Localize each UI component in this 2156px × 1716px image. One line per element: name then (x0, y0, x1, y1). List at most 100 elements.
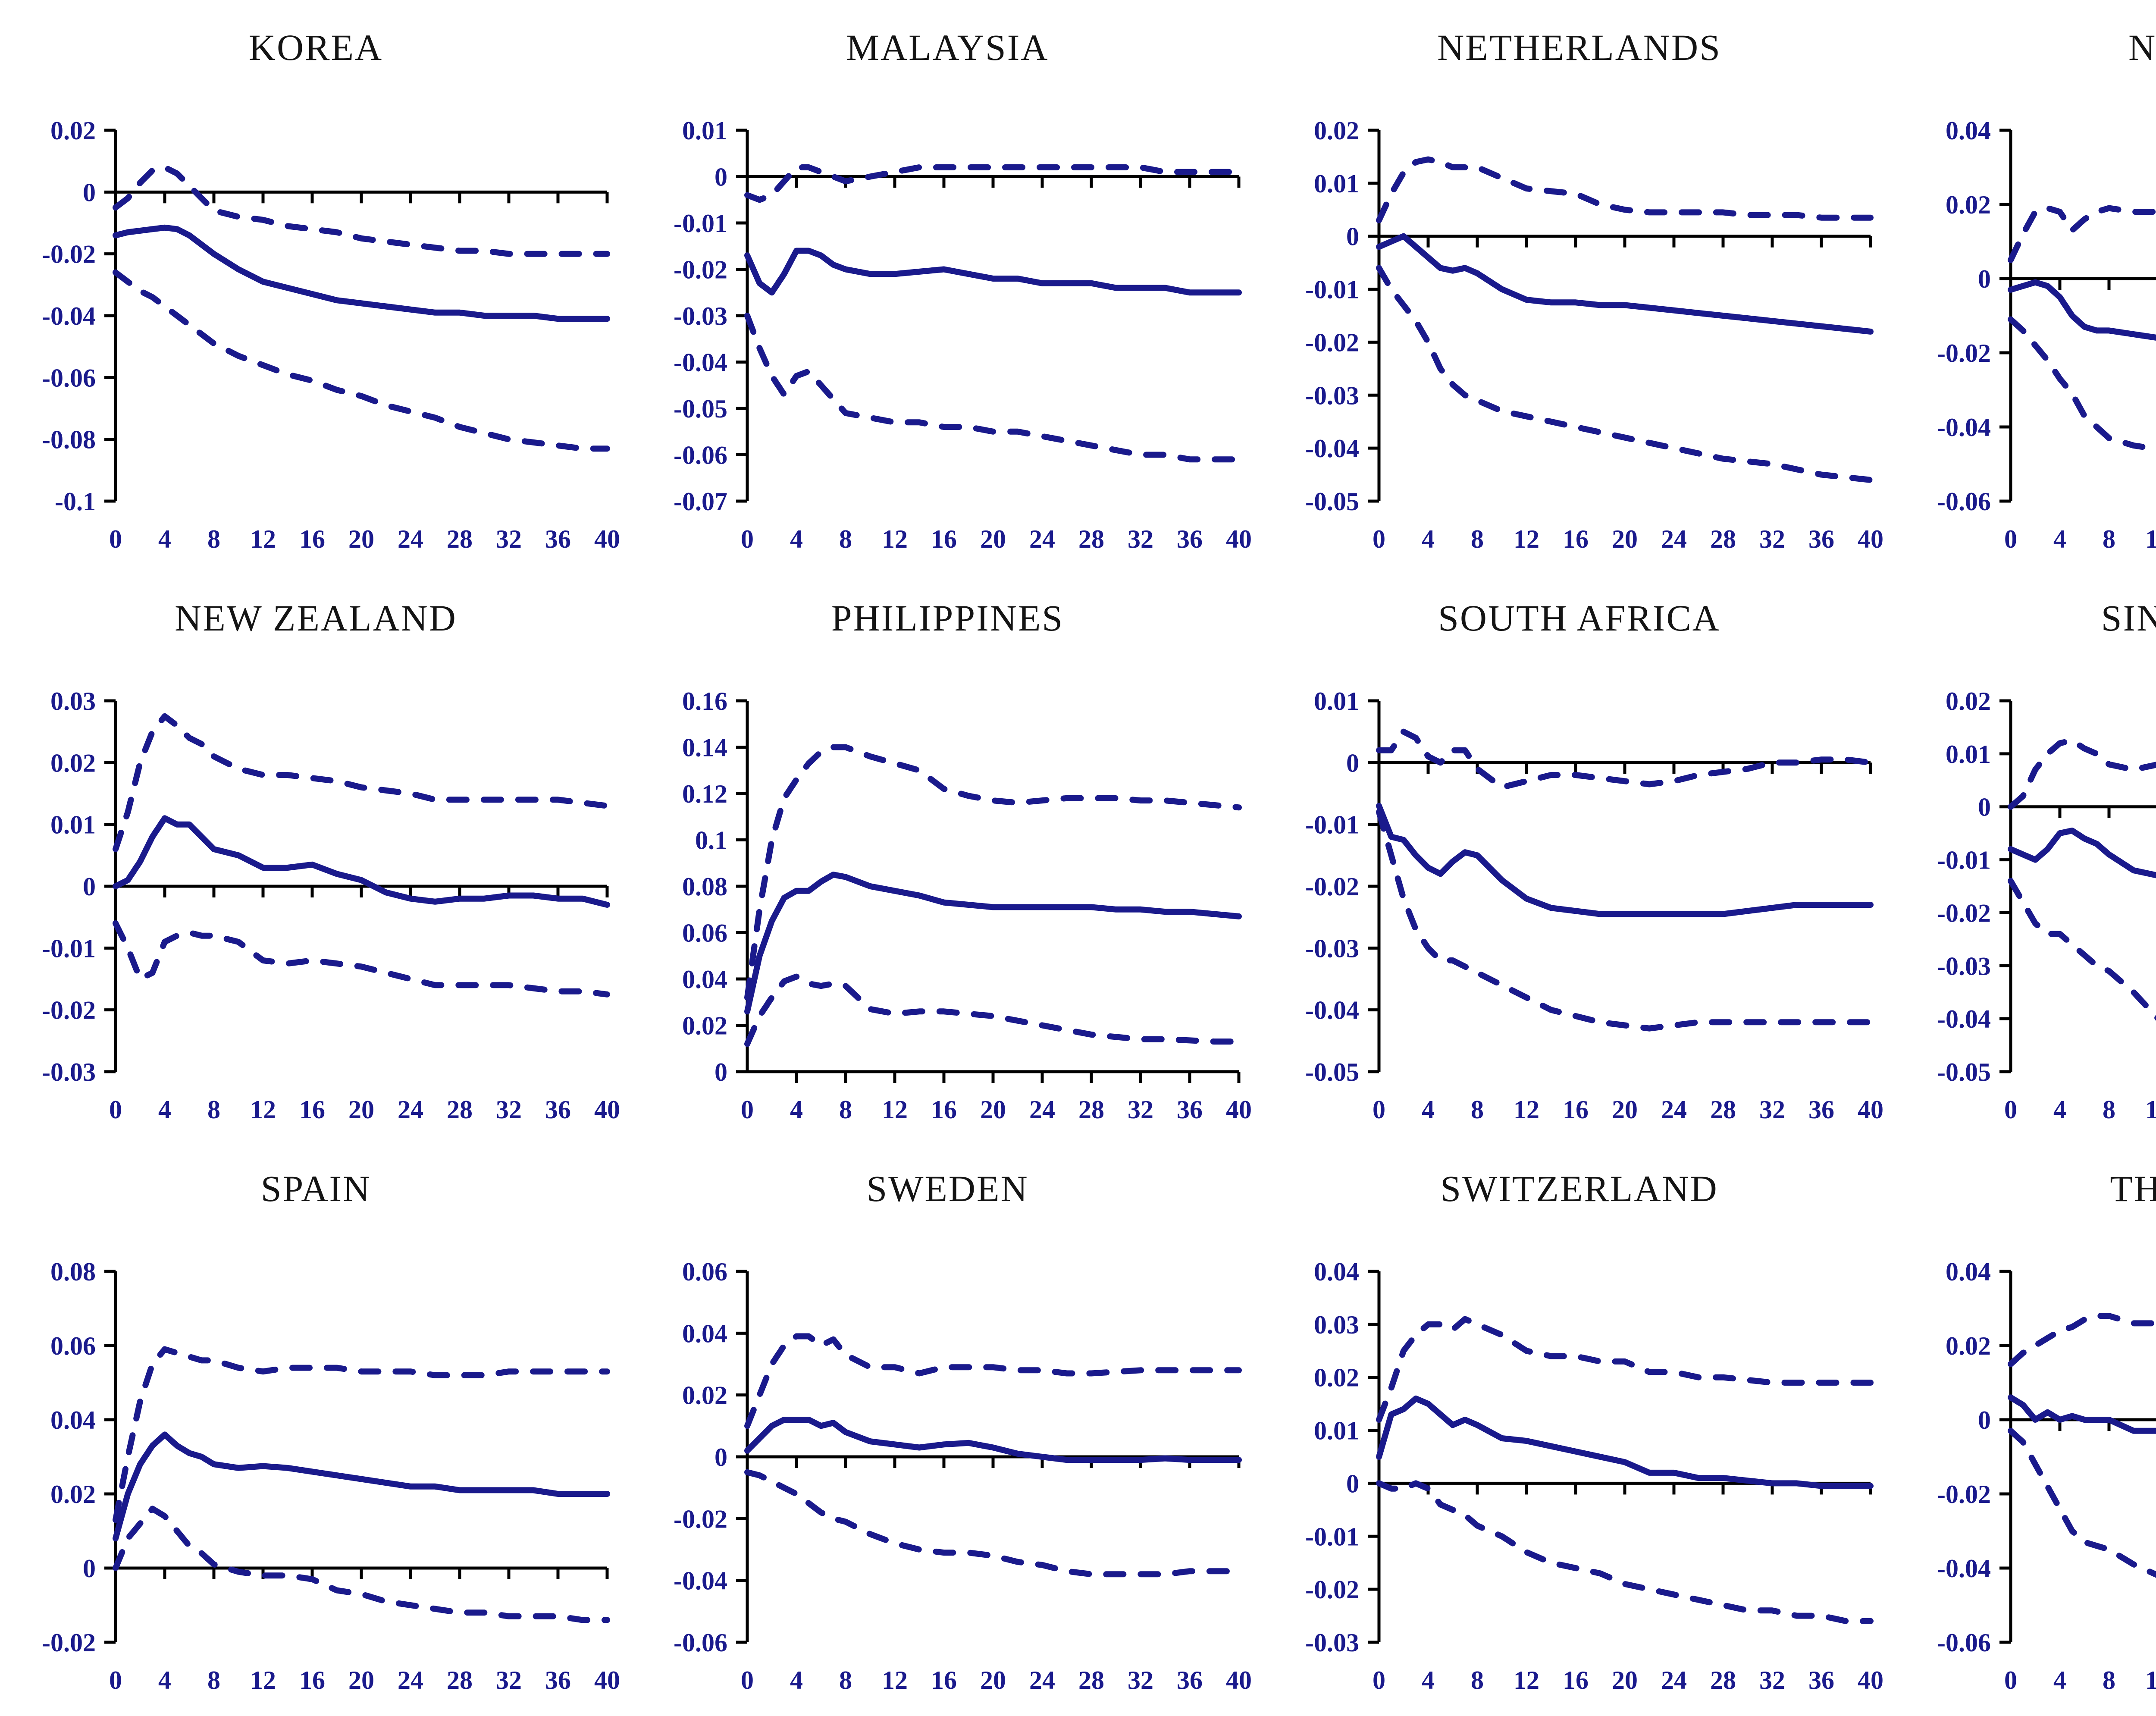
y-tick-label: 0.08 (50, 1258, 96, 1286)
impulse-response-line (747, 875, 1239, 1011)
chart-title: NEW ZEALAND (17, 596, 614, 640)
x-tick-label: 8 (1471, 1666, 1484, 1694)
lower-confidence-band-line (747, 316, 1239, 459)
chart-title: NORWAY (1912, 26, 2156, 69)
x-tick-label: 36 (1808, 1666, 1834, 1694)
y-tick-label: 0.02 (1946, 191, 1991, 219)
x-tick-label: 8 (2103, 1095, 2115, 1124)
y-tick-label: -0.02 (674, 1505, 727, 1533)
x-tick-label: 12 (1514, 1666, 1539, 1694)
y-tick-label: 0 (1978, 1406, 1991, 1434)
y-tick-label: -0.06 (1937, 487, 1991, 516)
y-tick-label: 0.01 (1314, 169, 1359, 198)
x-tick-label: 4 (790, 1666, 803, 1694)
x-tick-label: 0 (741, 1095, 754, 1124)
lower-confidence-band-line (1379, 1483, 1871, 1621)
y-tick-label: 0.04 (1946, 116, 1991, 145)
y-tick-label: 0 (1978, 793, 1991, 822)
x-tick-label: 16 (931, 1666, 957, 1694)
y-tick-label: 0.02 (1946, 1332, 1991, 1360)
x-tick-label: 0 (741, 525, 754, 553)
y-tick-label: -0.04 (1305, 996, 1359, 1025)
y-tick-label: 0.14 (682, 734, 727, 762)
y-tick-label: 0 (714, 1058, 727, 1086)
y-tick-label: -0.04 (674, 348, 727, 377)
x-tick-label: 12 (1514, 1095, 1539, 1124)
x-tick-label: 32 (1759, 1095, 1785, 1124)
impulse-response-line (2011, 831, 2156, 897)
y-tick-label: 0 (714, 163, 727, 191)
x-tick-label: 40 (594, 525, 620, 553)
y-tick-label: -0.01 (42, 934, 96, 963)
y-tick-label: 0 (714, 1443, 727, 1471)
x-tick-label: 28 (1078, 1666, 1104, 1694)
x-tick-label: 20 (1612, 1666, 1638, 1694)
impulse-response-line (747, 1420, 1239, 1460)
x-tick-label: 8 (1471, 1095, 1484, 1124)
chart-title: SPAIN (17, 1167, 614, 1210)
x-tick-label: 12 (250, 1095, 276, 1124)
y-tick-label: 0.02 (1314, 116, 1359, 145)
x-tick-label: 0 (1373, 525, 1385, 553)
x-tick-label: 36 (545, 1095, 571, 1124)
y-tick-label: 0.02 (1946, 687, 1991, 715)
x-tick-label: 40 (1858, 1666, 1883, 1694)
x-tick-label: 32 (496, 525, 522, 553)
y-tick-label: -0.1 (55, 487, 96, 516)
y-tick-label: -0.03 (1305, 381, 1359, 410)
x-tick-label: 32 (1128, 1095, 1153, 1124)
upper-confidence-band-line (747, 1336, 1239, 1426)
x-tick-label: 4 (790, 525, 803, 553)
y-tick-label: 0 (83, 872, 96, 901)
x-tick-label: 12 (882, 525, 908, 553)
lower-confidence-band-line (2011, 881, 2156, 1051)
y-tick-label: 0.06 (50, 1332, 96, 1360)
x-tick-label: 20 (1612, 1095, 1638, 1124)
lower-confidence-band-line (747, 977, 1239, 1044)
x-tick-label: 40 (1858, 525, 1883, 553)
y-tick-label: -0.01 (1305, 811, 1359, 839)
impulse-response-line (2011, 1397, 2156, 1453)
y-tick-label: 0.04 (682, 965, 727, 994)
x-tick-label: 0 (109, 1095, 122, 1124)
x-tick-label: 12 (2145, 1666, 2156, 1694)
upper-confidence-band-line (116, 1349, 607, 1520)
x-tick-label: 28 (1710, 1666, 1736, 1694)
y-tick-label: -0.04 (1937, 1005, 1991, 1033)
x-tick-label: 8 (1471, 525, 1484, 553)
y-tick-label: -0.08 (42, 426, 96, 454)
y-tick-label: -0.01 (1937, 846, 1991, 875)
lower-confidence-band-line (2011, 1431, 2156, 1598)
y-tick-label: -0.04 (42, 302, 96, 330)
x-tick-label: 36 (545, 1666, 571, 1694)
y-tick-label: -0.06 (674, 1628, 727, 1657)
x-tick-label: 28 (447, 1095, 473, 1124)
impulse-response-line (116, 1434, 607, 1538)
x-tick-label: 32 (496, 1666, 522, 1694)
y-tick-label: -0.02 (1937, 339, 1991, 367)
y-tick-label: -0.05 (674, 395, 727, 423)
x-tick-label: 28 (1710, 525, 1736, 553)
y-tick-label: 0.02 (682, 1012, 727, 1040)
chart-norway: NORWAY 0.040.020-0.02-0.04-0.06048121620… (1912, 11, 2156, 568)
x-tick-label: 0 (2004, 1095, 2017, 1124)
y-tick-label: 0 (83, 178, 96, 207)
x-tick-label: 8 (839, 525, 852, 553)
y-tick-label: -0.05 (1937, 1058, 1991, 1086)
y-tick-label: -0.02 (1305, 328, 1359, 357)
x-tick-label: 32 (1759, 1666, 1785, 1694)
chart-thailand: THAILAND 0.040.020-0.02-0.04-0.060481216… (1912, 1152, 2156, 1709)
x-tick-label: 28 (1078, 525, 1104, 553)
